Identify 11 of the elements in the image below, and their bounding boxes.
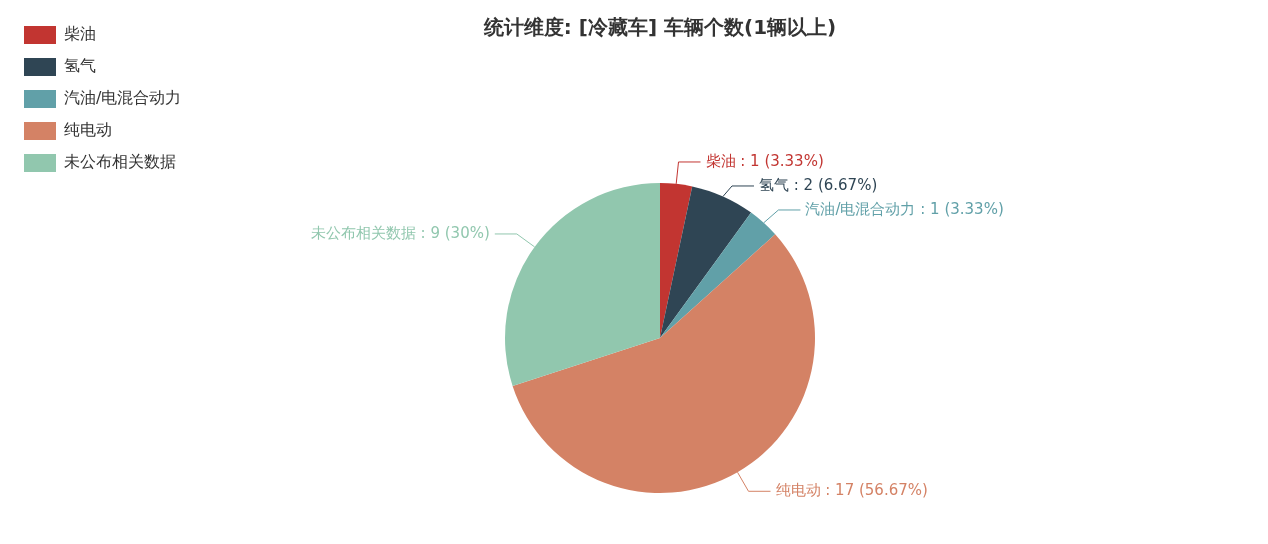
legend-label: 纯电动 [64, 120, 112, 140]
legend-label: 氢气 [64, 56, 96, 76]
chart-title: 统计维度: [冷藏车] 车辆个数(1辆以上) [482, 15, 837, 40]
data-label: 汽油/电混合动力 : 1 (3.33%) [805, 199, 1004, 218]
data-label: 氢气 : 2 (6.67%) [758, 175, 878, 194]
data-label: 未公布相关数据 : 9 (30%) [310, 223, 490, 242]
legend-label: 柴油 [64, 24, 96, 44]
data-label: 纯电动 : 17 (56.67%) [775, 481, 928, 500]
legend-label: 汽油/电混合动力 [64, 88, 182, 108]
legend-label: 未公布相关数据 [64, 152, 176, 172]
data-label: 柴油 : 1 (3.33%) [705, 151, 824, 170]
